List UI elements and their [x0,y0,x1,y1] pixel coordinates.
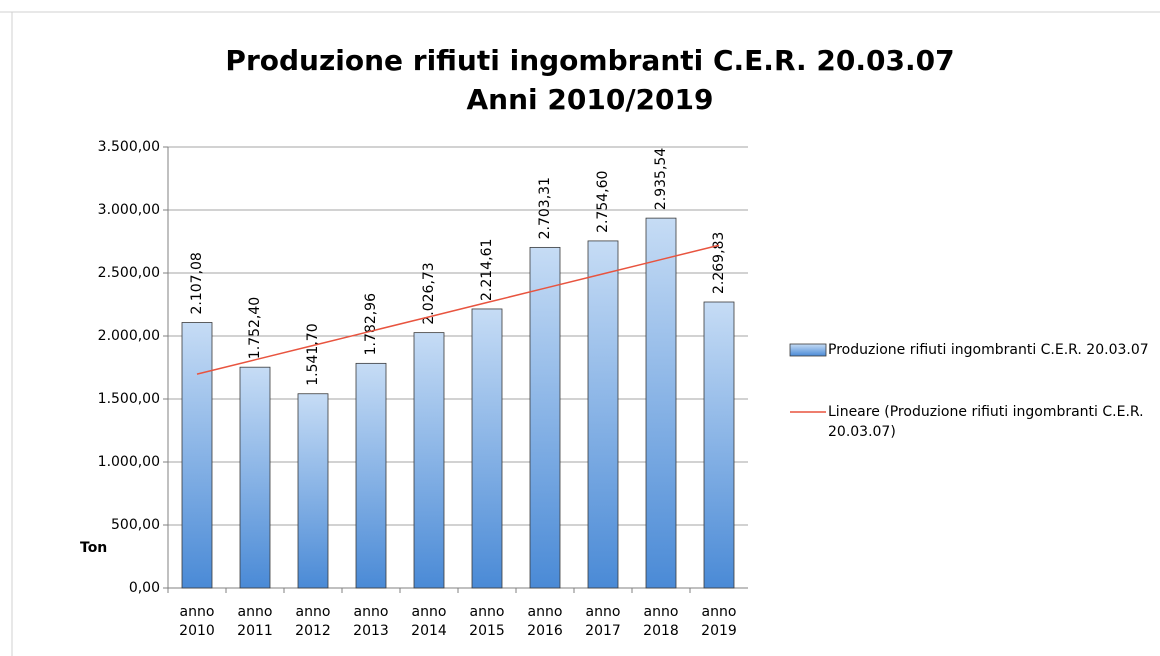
x-tick-label: anno 2013 [353,604,389,639]
data-label: 2.107,08 [189,252,205,314]
data-label: 2.754,60 [595,171,611,233]
y-tick-label: 3.500,00 [98,139,160,155]
bar [297,393,329,589]
y-axis-label: Ton [80,540,107,556]
x-tick-label: anno 2017 [585,604,621,639]
x-tick-label: anno 2011 [237,604,273,639]
data-label: 2.214,61 [479,239,495,301]
y-tick-label: 2.500,00 [98,265,160,281]
data-label: 2.935,54 [653,148,669,210]
x-tick-label: anno 2014 [411,604,447,639]
x-tick-label: anno 2012 [295,604,331,639]
y-tick-label: 1.500,00 [98,391,160,407]
y-tick-label: 0,00 [129,580,160,596]
x-tick-label: anno 2019 [701,604,737,639]
y-tick-label: 1.000,00 [98,454,160,470]
x-tick-label: anno 2016 [527,604,563,639]
bar [645,217,677,589]
legend-label: Produzione rifiuti ingombranti C.E.R. 20… [828,342,1149,358]
x-tick-label: anno 2010 [179,604,215,639]
x-tick-label: anno 2015 [469,604,505,639]
chart-title: Produzione rifiuti ingombranti C.E.R. 20… [225,44,954,77]
y-tick-label: 500,00 [111,517,160,533]
data-label: 1.782,96 [363,293,379,355]
bar [355,362,387,589]
legend-swatch [789,343,827,357]
x-tick-label: anno 2018 [643,604,679,639]
y-tick-label: 3.000,00 [98,202,160,218]
bar [587,240,619,589]
bar [239,366,271,589]
bar [703,301,735,589]
y-tick-label: 2.000,00 [98,328,160,344]
bar [471,308,503,589]
data-label: 1.752,40 [247,297,263,359]
bar [413,332,445,589]
chart-subtitle: Anni 2010/2019 [467,83,714,116]
trend-line [196,244,720,375]
data-label: 2.703,31 [537,177,553,239]
data-label: 2.269,83 [711,232,727,294]
data-label: 1.541,70 [305,323,321,385]
legend-label: Lineare (Produzione rifiuti ingombranti … [828,404,1144,440]
data-label: 2.026,73 [421,262,437,324]
bar [181,322,213,589]
bar [529,246,561,589]
